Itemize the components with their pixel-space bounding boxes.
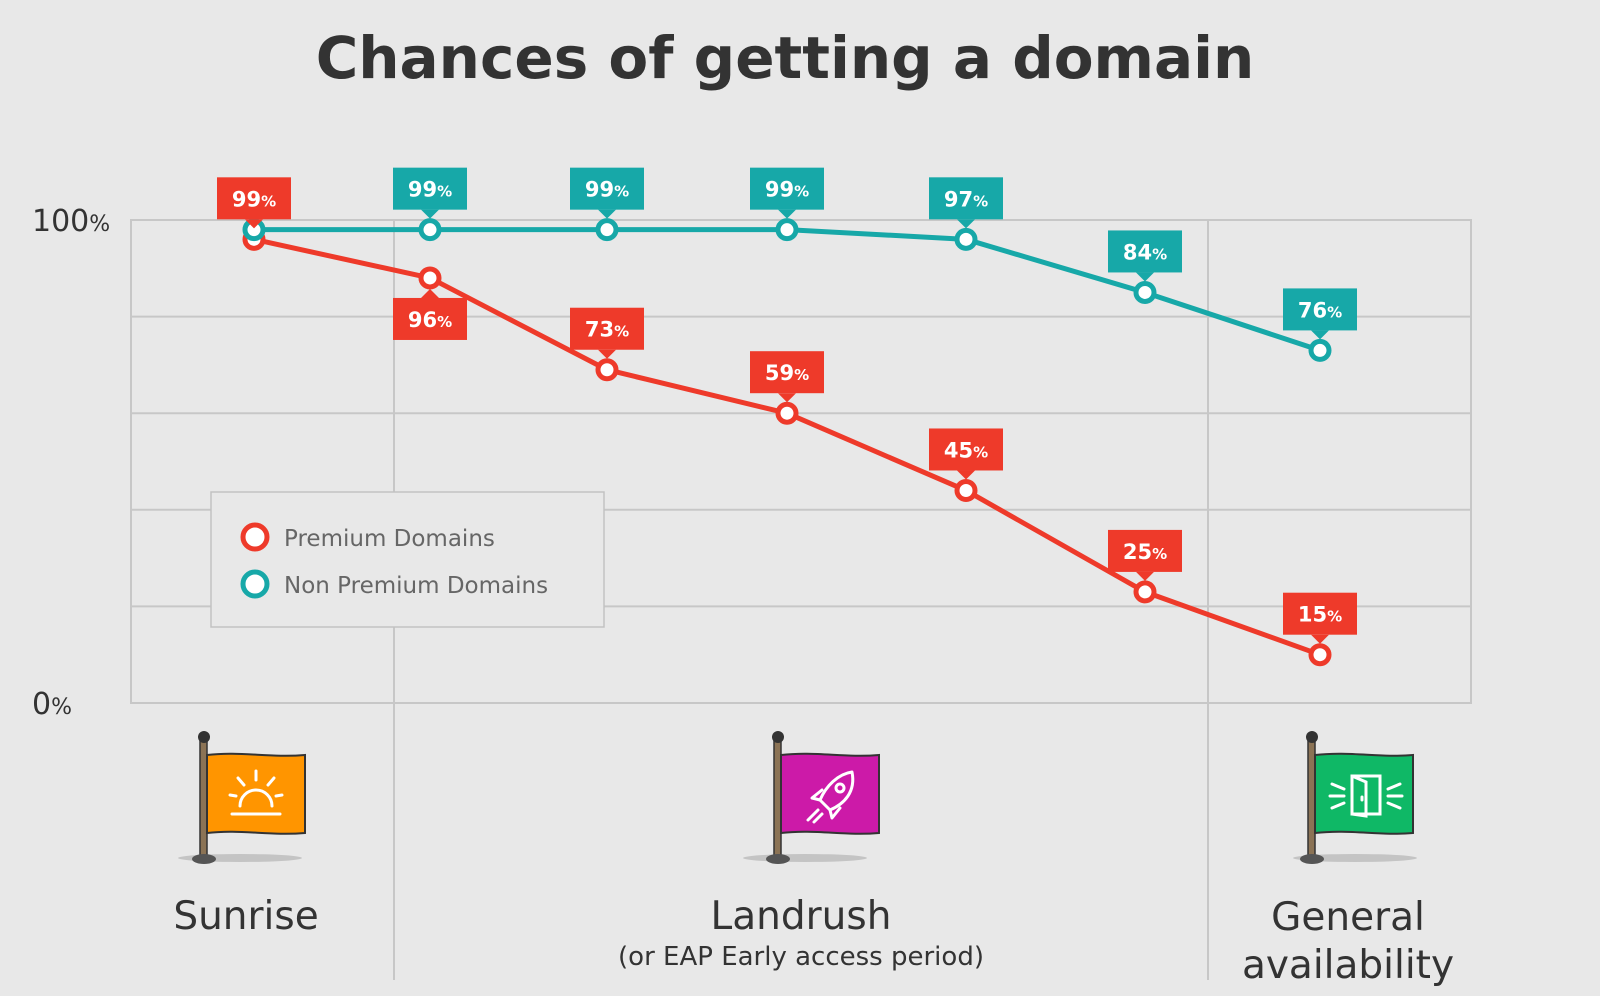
svg-text:59%: 59% (765, 361, 809, 385)
data-point-non-premium (775, 218, 799, 242)
chart-title: Chances of getting a domain (316, 24, 1255, 92)
svg-text:97%: 97% (944, 187, 988, 211)
svg-text:25%: 25% (1123, 540, 1167, 564)
phase-label-sunrise: Sunrise (173, 894, 318, 939)
data-label-premium: 25% (1108, 529, 1182, 581)
series-points (242, 218, 1332, 667)
svg-text:84%: 84% (1123, 240, 1167, 264)
svg-text:76%: 76% (1298, 298, 1342, 322)
data-label-premium: 73% (570, 307, 644, 359)
data-point-non-premium (595, 218, 619, 242)
svg-text:96%: 96% (408, 308, 452, 332)
flag-sunrise (178, 731, 306, 864)
legend-marker-non-premium (240, 569, 270, 599)
legend-label-non-premium: Non Premium Domains (284, 573, 548, 599)
data-labels: 99% 96% 73% 59% 45% 25% 15% 99% 99% 99% 97% 84% 76% (217, 167, 1357, 644)
svg-text:99%: 99% (765, 178, 809, 202)
data-label-non-premium: 99% (393, 167, 467, 219)
data-label-non-premium: 76% (1283, 288, 1357, 340)
data-label-non-premium: 99% (750, 167, 824, 219)
phase-label-landrush: Landrush (711, 894, 892, 939)
flag-general-availability (1293, 731, 1417, 864)
legend-marker-premium (240, 522, 270, 552)
data-point-premium (1133, 580, 1157, 604)
data-label-non-premium: 97% (929, 177, 1003, 229)
data-point-non-premium (954, 227, 978, 251)
svg-text:99%: 99% (232, 187, 276, 211)
data-label-premium: 15% (1283, 592, 1357, 644)
y-tick-label-0: 0% (32, 687, 72, 722)
data-point-premium (954, 478, 978, 502)
rocket-icon (806, 770, 855, 824)
legend-label-premium: Premium Domains (284, 526, 495, 552)
data-label-premium: 99% (217, 177, 291, 229)
phase-label-general-availability: General availability (1242, 895, 1454, 988)
flag-landrush-cloth (780, 752, 880, 835)
data-label-premium: 45% (929, 428, 1003, 480)
data-label-premium: 96% (393, 288, 467, 340)
grid (130, 219, 1472, 704)
phase-subtitle-landrush: (or EAP Early access period) (618, 942, 984, 972)
legend-box (210, 491, 605, 628)
svg-text:73%: 73% (585, 318, 629, 342)
data-point-premium (1308, 643, 1332, 667)
door-icon (1328, 774, 1404, 818)
svg-text:99%: 99% (408, 178, 452, 202)
svg-text:99%: 99% (585, 178, 629, 202)
flag-landrush (743, 731, 880, 864)
svg-text:45%: 45% (944, 438, 988, 462)
flag-sunrise-cloth (206, 752, 306, 835)
y-tick-label-100: 100% (32, 204, 110, 239)
data-point-premium (418, 266, 442, 290)
data-point-premium (775, 401, 799, 425)
data-point-premium (595, 358, 619, 382)
plot-frame (130, 219, 1472, 704)
data-point-non-premium (1133, 280, 1157, 304)
data-point-non-premium (418, 218, 442, 242)
legend: Premium Domains Non Premium Domains (210, 491, 605, 628)
flag-general-availability-cloth (1314, 752, 1414, 835)
data-label-non-premium: 84% (1108, 230, 1182, 282)
data-label-premium: 59% (750, 351, 824, 403)
data-point-non-premium (1308, 338, 1332, 362)
svg-text:15%: 15% (1298, 603, 1342, 627)
data-label-non-premium: 99% (570, 167, 644, 219)
sunrise-icon (228, 769, 284, 816)
